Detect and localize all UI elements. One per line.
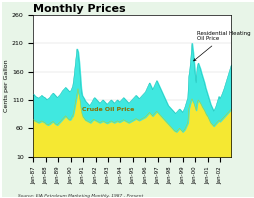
Y-axis label: Cents per Gallon: Cents per Gallon xyxy=(4,59,9,112)
Text: Monthly Prices: Monthly Prices xyxy=(33,4,125,14)
Text: Crude Oil Price: Crude Oil Price xyxy=(82,107,134,112)
Text: Source: EIA Petroleum Marketing Monthly, 1987 - Present: Source: EIA Petroleum Marketing Monthly,… xyxy=(18,194,142,198)
Text: Residential Heating
Oil Price: Residential Heating Oil Price xyxy=(193,31,250,61)
